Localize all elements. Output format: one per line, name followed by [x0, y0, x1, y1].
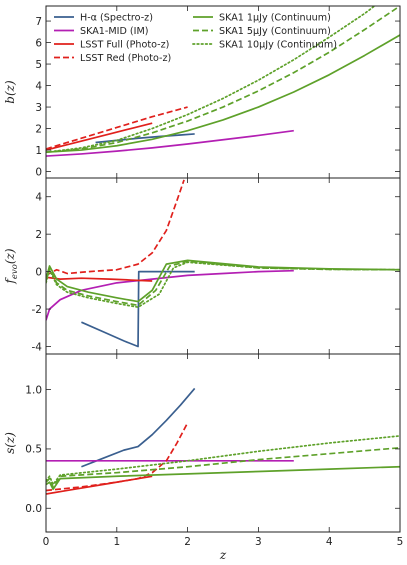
y-axis-label: s(z) [3, 432, 17, 454]
series-line-6 [46, 446, 400, 488]
series-line-6 [46, 6, 400, 154]
legend-item: SKA1 5μJy (Continuum) [193, 26, 331, 37]
series-line-5 [46, 259, 400, 303]
legend: H-α (Spectro-z) SKA1-MID (IM) LSST Full (P… [54, 12, 337, 64]
series-line-4 [46, 422, 189, 492]
series-line-1 [81, 387, 196, 468]
series-line-2 [46, 129, 294, 157]
legend-label: LSST Red (Photo-z) [80, 53, 171, 64]
panel-3: 0.0 0.5 1.0 s(z) [3, 353, 401, 533]
series-line-4 [46, 106, 188, 150]
y-tick-label: 0.5 [25, 444, 42, 456]
legend-item: SKA1 1μJy (Continuum) [193, 12, 331, 23]
legend-item: LSST Full (Photo-z) [54, 39, 169, 50]
series-line-7 [46, 261, 400, 309]
series-line-7 [46, 6, 376, 154]
x-tick-label: 4 [326, 536, 333, 548]
y-tick-label: 4 [35, 80, 42, 92]
legend-item: LSST Red (Photo-z) [54, 53, 171, 64]
series-line-5 [46, 465, 400, 491]
series-line-3 [46, 475, 153, 495]
legend-item: H-α (Spectro-z) [54, 12, 153, 23]
legend-item: SKA1 10μJy (Continuum) [192, 39, 337, 50]
legend-label: H-α (Spectro-z) [80, 12, 153, 23]
y-tick-label: 4 [35, 192, 42, 204]
series-group [46, 6, 400, 157]
y-tick-label: -4 [32, 341, 43, 353]
panel-1: 0 1 2 3 4 5 6 7 b(z) [3, 5, 401, 179]
y-tick-label: -2 [32, 304, 42, 316]
x-tick-label: 0 [43, 536, 50, 548]
y-axis-label: b(z) [3, 80, 17, 104]
x-tick-label: 5 [397, 536, 404, 548]
series-line-6 [46, 260, 400, 307]
y-tick-label: 0 [35, 266, 42, 278]
legend-label: LSST Full (Photo-z) [80, 39, 169, 50]
series-line-7 [46, 435, 400, 486]
y-tick-label: 2 [35, 229, 42, 241]
x-tick-label: 1 [113, 536, 120, 548]
y-tick-label: 0 [35, 166, 42, 178]
y-tick-label: 1 [35, 145, 42, 157]
panel-2: -4 -2 0 2 4 fevo(z) [3, 177, 401, 355]
legend-item: SKA1-MID (IM) [54, 26, 148, 37]
y-tick-label: 2 [35, 123, 42, 135]
series-line-1 [81, 270, 195, 348]
series-line-5 [46, 34, 400, 154]
y-axis-label: fevo(z) [3, 248, 20, 284]
series-group [46, 387, 400, 495]
y-tick-label: 6 [35, 37, 42, 49]
y-tick-label: 1.0 [25, 384, 42, 396]
x-tick-label: 2 [184, 536, 191, 548]
x-axis-label: z [219, 548, 227, 562]
legend-label: SKA1 10μJy (Continuum) [219, 39, 337, 50]
y-tick-label: 5 [35, 59, 42, 71]
series-group [46, 179, 400, 348]
series-line-4 [46, 179, 185, 277]
series-line-3 [46, 122, 153, 151]
plot-frame [45, 177, 401, 355]
legend-label: SKA1-MID (IM) [80, 26, 148, 37]
y-tick-label: 3 [35, 102, 42, 114]
legend-label: SKA1 5μJy (Continuum) [219, 26, 331, 37]
legend-label: SKA1 1μJy (Continuum) [219, 12, 331, 23]
series-line-3 [46, 276, 153, 282]
y-tick-label: 7 [35, 16, 42, 28]
x-tick-label: 3 [255, 536, 262, 548]
y-tick-label: 0.0 [25, 503, 42, 515]
plot-frame [45, 353, 401, 533]
